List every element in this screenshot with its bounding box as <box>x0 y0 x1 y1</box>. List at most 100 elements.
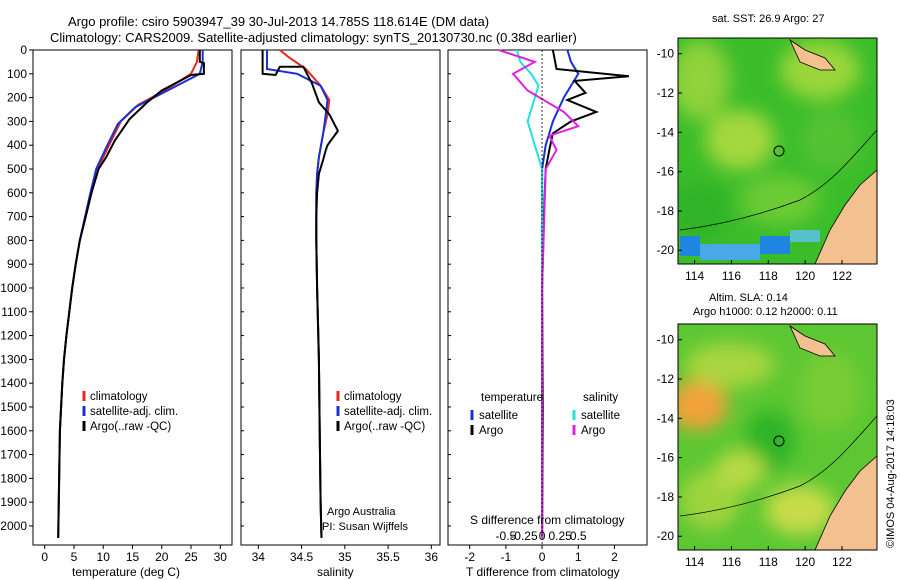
map-lat-label: -20 <box>657 529 675 543</box>
map-lon-label: 118 <box>759 269 778 283</box>
s-difference-tick-label: 0.5 <box>570 529 587 543</box>
salinity-profile-line-argo <box>261 50 340 538</box>
salinity-xlabel: salinity <box>317 565 354 579</box>
map-lat-label: -16 <box>657 165 675 179</box>
difference-series <box>498 49 629 545</box>
difference-from-climatology-line-salinity-satellite <box>515 49 544 538</box>
pressure-tick-label: 1600 <box>0 424 27 438</box>
pressure-tick-label: 1700 <box>0 448 27 462</box>
legend-label-sal-satellite: satellite <box>581 410 620 422</box>
salinity-ticks: 34 34.5 35 35.5 36 <box>241 49 439 564</box>
pressure-tick-label: 900 <box>7 257 27 271</box>
title-line-2: Climatology: CARS2009. Satellite-adjuste… <box>50 30 577 45</box>
pressure-tick-label: 100 <box>7 67 27 81</box>
s-difference-tick-label: -0.5 <box>496 529 517 543</box>
argo-location-marker-sla <box>773 435 785 447</box>
temperature-legend: climatology satellite-adj. clim. Argo(..ra… <box>82 391 178 433</box>
temperature-profile-xtick-label: 0 <box>41 550 48 564</box>
pressure-tick-label: 1200 <box>0 329 27 343</box>
map-lon-label: 118 <box>759 555 778 569</box>
map-lat-label: -16 <box>657 451 675 465</box>
sst-map: sat. SST: 26.9 Argo: 27 114 116 118 120 122 -… <box>657 13 878 283</box>
difference-from-climatology-line-temperature-argo <box>541 49 629 538</box>
pressure-tick-label: 300 <box>7 114 27 128</box>
pressure-tick-label: 700 <box>7 210 27 224</box>
salinity-difference-ticks: -0.5-0.25 0 0.250.5 <box>496 529 587 543</box>
temperature-series <box>57 49 205 538</box>
pressure-tick-label: 1900 <box>0 495 27 509</box>
pressure-tick-label: 2000 <box>0 519 27 533</box>
pressure-tick-label: 200 <box>7 91 27 105</box>
legend-label-climatology: climatology <box>344 391 402 403</box>
map-lat-label: -18 <box>657 490 675 504</box>
map-lon-label: 122 <box>832 555 852 569</box>
map-lat-label: -20 <box>657 243 675 257</box>
temperature-profile-line-satellite <box>57 50 204 538</box>
map-lat-label: -10 <box>657 47 675 61</box>
map-lat-label: -14 <box>657 411 675 425</box>
argo-australia-label: Argo Australia <box>327 506 396 518</box>
map-lat-label: -10 <box>657 333 675 347</box>
sla-map-title-2: Argo h1000: 0.12 h2000: 0.11 <box>693 306 838 318</box>
salinity-profile-xtick-label: 36 <box>425 550 439 564</box>
salinity-profile-line-climatology <box>279 49 331 538</box>
difference-ticks: -2 -1 0 1 2 <box>448 49 618 564</box>
pressure-tick-label: 1800 <box>0 471 27 485</box>
salinity-profile-xtick-label: 34 <box>252 550 266 564</box>
temperature-profile-line-argo <box>57 50 205 538</box>
s-difference-label: S difference from climatology <box>470 513 625 527</box>
salinity-profile-line-satellite <box>266 50 329 538</box>
pressure-tick-label: 1100 <box>1 305 27 319</box>
difference-from-climatology-xtick-label: 1 <box>575 550 582 564</box>
sla-map-frame <box>677 323 878 551</box>
t-difference-xlabel: T difference from climatology <box>466 565 620 579</box>
map-lat-label: -18 <box>657 204 675 218</box>
salinity-legend: climatology satellite-adj. clim. Argo(..ra… <box>336 391 432 433</box>
salinity-plot-frame <box>240 49 441 546</box>
temperature-profile-panel: 0 5 10 15 20 25 300100200300400500600700800900… <box>0 43 233 579</box>
legend-label-argo: Argo(..raw -QC) <box>90 421 171 433</box>
sla-map: Altim. SLA: 0.14 Argo h1000: 0.12 h2000:… <box>657 292 878 569</box>
map-lat-label: -14 <box>657 125 675 139</box>
salinity-profile-panel: 34 34.5 35 35.5 36 salinity climatology satel… <box>240 49 441 579</box>
pressure-tick-label: 400 <box>7 138 27 152</box>
imos-credit: ©IMOS 04-Aug-2017 14:18:03 <box>885 399 897 548</box>
sla-map-ticks: 114 116 118 120 122 -10 -12 -14 -16 -18 -20 <box>657 333 853 569</box>
temperature-profile-xtick-label: 30 <box>214 550 228 564</box>
map-lon-label: 116 <box>722 555 741 569</box>
temperature-profile-xtick-label: 25 <box>184 550 198 564</box>
argo-location-marker-sst <box>773 145 785 157</box>
difference-from-climatology-xtick-label: 2 <box>611 550 618 564</box>
map-lon-label: 120 <box>795 555 815 569</box>
s-difference-tick-label: 0 <box>539 529 546 543</box>
difference-legend: temperature salinity satellite Argo satellit… <box>470 392 620 437</box>
map-lon-label: 120 <box>795 269 815 283</box>
difference-from-climatology-line-temperature-satellite <box>541 49 580 538</box>
pressure-tick-label: 1500 <box>0 400 27 414</box>
legend-label-satellite: satellite-adj. clim. <box>90 406 178 418</box>
sla-map-title-1: Altim. SLA: 0.14 <box>709 292 788 304</box>
map-lat-label: -12 <box>657 86 675 100</box>
salinity-profile-xtick-label: 35.5 <box>376 550 400 564</box>
legend-label-sal-argo: Argo <box>581 425 605 437</box>
s-difference-tick-label: -0.25 <box>510 529 538 543</box>
legend-label-temp-satellite: satellite <box>479 410 518 422</box>
legend-label-satellite: satellite-adj. clim. <box>344 406 432 418</box>
difference-plot-frame <box>447 49 648 546</box>
legend-temperature-header: temperature <box>481 392 543 404</box>
difference-from-climatology-xtick-label: -2 <box>464 550 475 564</box>
temperature-profile-xtick-label: 15 <box>126 550 140 564</box>
difference-panel: -2 -1 0 1 2 S difference from climatology -0… <box>447 49 648 579</box>
pressure-tick-label: 1300 <box>0 352 27 366</box>
temperature-profile-xtick-label: 5 <box>71 550 78 564</box>
difference-from-climatology-xtick-label: 0 <box>539 550 546 564</box>
sst-map-title: sat. SST: 26.9 Argo: 27 <box>712 13 825 25</box>
salinity-profile-xtick-label: 34.5 <box>290 550 314 564</box>
temperature-xlabel: temperature (deg C) <box>72 565 180 579</box>
s-difference-tick-label: 0.25 <box>548 529 572 543</box>
temperature-ticks: 0 5 10 15 20 25 300100200300400500600700800900… <box>0 43 227 564</box>
pressure-tick-label: 1000 <box>0 281 27 295</box>
salinity-series <box>261 49 340 538</box>
map-lon-label: 114 <box>685 269 704 283</box>
legend-label-temp-argo: Argo <box>479 425 503 437</box>
